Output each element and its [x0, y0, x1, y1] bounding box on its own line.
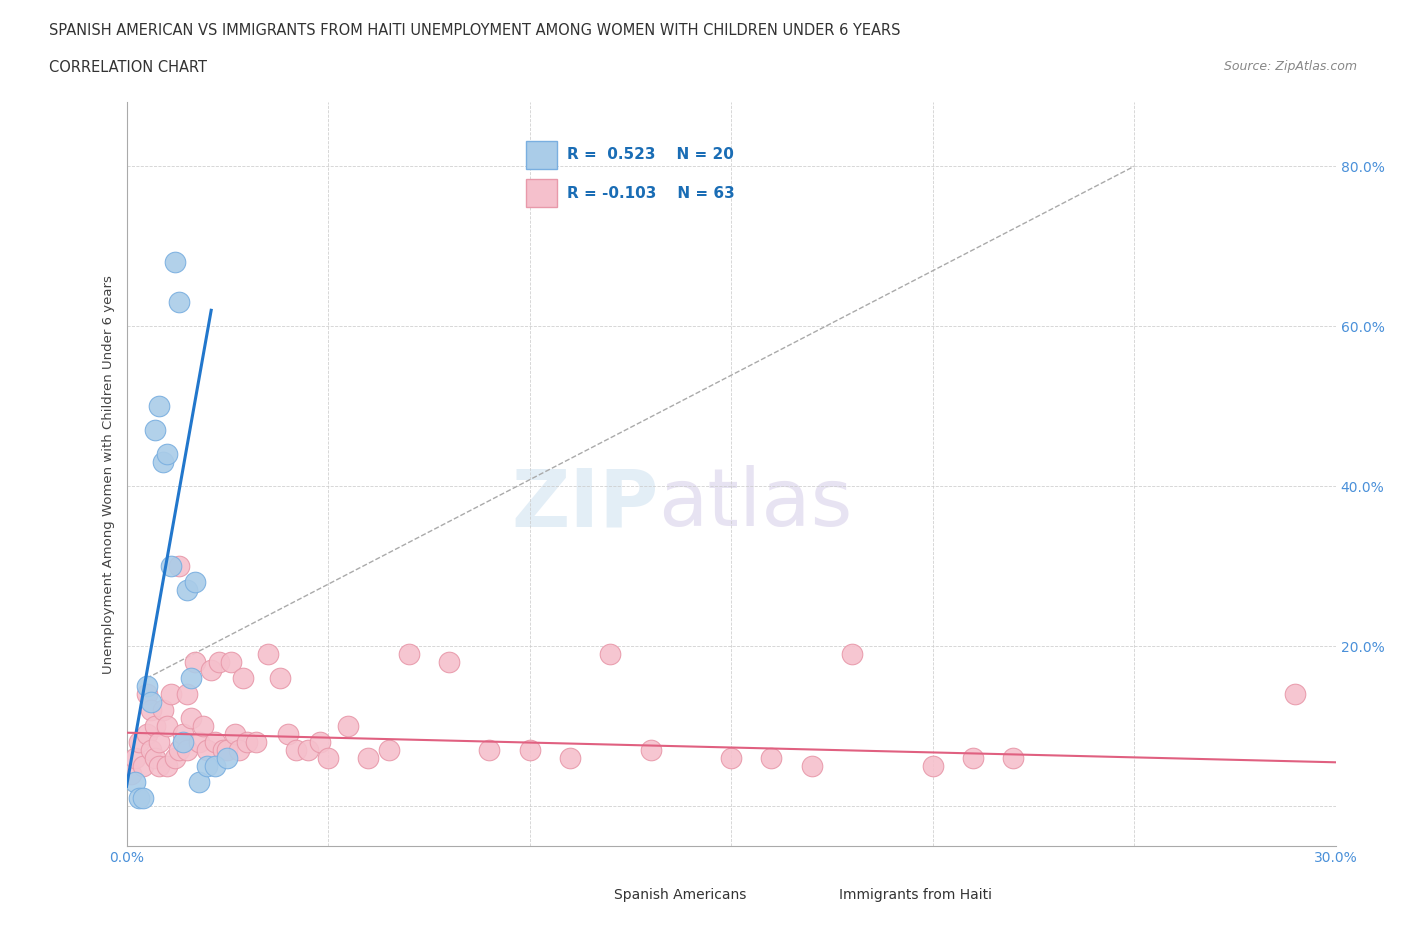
Point	[558, 751, 581, 765]
Point	[176, 583, 198, 598]
Point	[180, 671, 202, 685]
Point	[191, 719, 214, 734]
Point	[176, 687, 198, 702]
Point	[143, 423, 166, 438]
Point	[236, 735, 259, 750]
Point	[131, 790, 153, 805]
Point	[195, 759, 218, 774]
Point	[232, 671, 254, 685]
Point	[337, 719, 360, 734]
Point	[599, 647, 621, 662]
Point	[228, 743, 250, 758]
Point	[204, 735, 226, 750]
Point	[316, 751, 339, 765]
Text: ZIP: ZIP	[512, 465, 658, 543]
Bar	[526, 179, 558, 207]
Point	[152, 703, 174, 718]
Point	[640, 743, 662, 758]
Point	[135, 687, 157, 702]
Point	[256, 647, 278, 662]
Point	[176, 743, 198, 758]
Point	[208, 655, 231, 670]
Y-axis label: Unemployment Among Women with Children Under 6 years: Unemployment Among Women with Children U…	[103, 275, 115, 673]
Point	[124, 751, 146, 765]
Point	[720, 751, 742, 765]
Text: atlas: atlas	[658, 465, 853, 543]
Point	[156, 719, 179, 734]
Point	[128, 790, 150, 805]
Text: Spanish Americans: Spanish Americans	[614, 887, 747, 902]
Point	[124, 775, 146, 790]
Point	[180, 711, 202, 725]
Point	[377, 743, 399, 758]
Point	[152, 455, 174, 470]
Point	[277, 727, 299, 742]
Point	[131, 759, 153, 774]
Point	[163, 751, 186, 765]
Point	[284, 743, 307, 758]
Point	[297, 743, 319, 758]
Text: CORRELATION CHART: CORRELATION CHART	[49, 60, 207, 75]
Point	[167, 559, 190, 574]
Point	[188, 735, 211, 750]
Point	[120, 767, 142, 782]
Point	[224, 727, 246, 742]
Point	[221, 655, 243, 670]
Point	[188, 775, 211, 790]
Point	[398, 647, 420, 662]
Point	[1284, 687, 1306, 702]
Point	[160, 559, 183, 574]
Point	[163, 255, 186, 270]
Point	[800, 759, 823, 774]
Point	[184, 655, 207, 670]
Point	[200, 663, 222, 678]
Point	[519, 743, 541, 758]
Point	[172, 727, 194, 742]
Point	[135, 727, 157, 742]
Point	[437, 655, 460, 670]
Point	[195, 743, 218, 758]
Point	[245, 735, 267, 750]
Point	[167, 295, 190, 310]
Point	[212, 743, 235, 758]
Point	[148, 399, 170, 414]
Point	[148, 759, 170, 774]
Point	[921, 759, 943, 774]
Point	[135, 679, 157, 694]
Text: SPANISH AMERICAN VS IMMIGRANTS FROM HAITI UNEMPLOYMENT AMONG WOMEN WITH CHILDREN: SPANISH AMERICAN VS IMMIGRANTS FROM HAIT…	[49, 23, 901, 38]
Point	[204, 759, 226, 774]
Point	[269, 671, 291, 685]
Point	[143, 719, 166, 734]
Point	[128, 735, 150, 750]
Point	[357, 751, 380, 765]
Text: R = -0.103    N = 63: R = -0.103 N = 63	[567, 186, 735, 201]
Point	[962, 751, 984, 765]
Point	[761, 751, 783, 765]
Point	[139, 703, 162, 718]
Text: Immigrants from Haiti: Immigrants from Haiti	[839, 887, 993, 902]
Point	[841, 647, 863, 662]
Bar	[526, 140, 558, 169]
Point	[309, 735, 332, 750]
Point	[143, 751, 166, 765]
Point	[160, 687, 183, 702]
Point	[1002, 751, 1025, 765]
Point	[217, 751, 239, 765]
Point	[172, 735, 194, 750]
Point	[167, 743, 190, 758]
Point	[217, 743, 239, 758]
Point	[156, 759, 179, 774]
Point	[139, 743, 162, 758]
Point	[156, 446, 179, 461]
Point	[184, 575, 207, 590]
Text: R =  0.523    N = 20: R = 0.523 N = 20	[567, 147, 734, 162]
Point	[478, 743, 501, 758]
Point	[139, 695, 162, 710]
Text: Source: ZipAtlas.com: Source: ZipAtlas.com	[1223, 60, 1357, 73]
Point	[148, 735, 170, 750]
